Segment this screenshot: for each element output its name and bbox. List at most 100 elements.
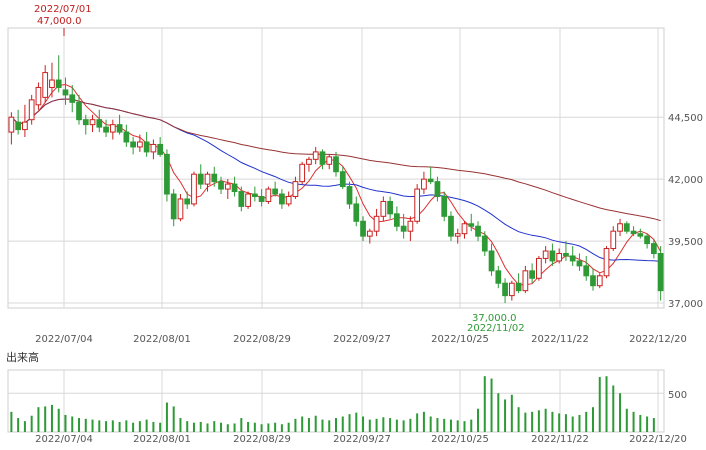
volume-bar: [497, 393, 500, 432]
candle-body: [630, 230, 637, 235]
candle-body: [400, 225, 407, 232]
volume-bar: [612, 385, 615, 432]
volume-bars: [10, 376, 655, 432]
candle-body: [279, 193, 285, 205]
volume-bar: [44, 406, 47, 432]
candle-body: [170, 193, 177, 220]
candle: [49, 62, 55, 98]
volume-bar: [328, 420, 331, 432]
volume-bar: [490, 378, 493, 432]
candle-body: [258, 195, 265, 202]
candle: [542, 246, 549, 264]
candle-body: [366, 230, 373, 237]
candle: [366, 228, 373, 244]
candle-body: [481, 235, 488, 252]
volume-label: 出来高: [6, 350, 39, 364]
volume-bar: [368, 419, 371, 432]
candle-body: [123, 131, 130, 143]
candle-body: [353, 203, 360, 222]
volume-bar: [138, 421, 141, 432]
volume-bar: [564, 414, 567, 432]
candle-body: [137, 141, 143, 148]
volume-bar: [172, 406, 175, 432]
candle: [164, 149, 170, 202]
candle: [434, 176, 441, 202]
candle: [373, 208, 380, 237]
candle: [400, 213, 407, 239]
volume-bar: [605, 376, 608, 432]
candle-body: [285, 195, 292, 205]
candle-body: [583, 265, 590, 277]
candle-body: [204, 173, 211, 185]
candle: [536, 255, 542, 281]
high-annotation: 2022/07/01 47,000.0: [34, 4, 92, 36]
candle: [150, 139, 157, 160]
candle: [231, 176, 238, 197]
volume-bar: [571, 416, 574, 432]
price-tick-label: 37,000: [668, 299, 703, 310]
volume-bar: [591, 407, 594, 432]
volume-bar: [78, 418, 81, 432]
candle: [130, 137, 136, 155]
candle: [576, 253, 583, 271]
candle: [603, 246, 610, 279]
volume-bar: [240, 418, 243, 432]
price-grid: [8, 28, 664, 308]
volume-bar: [220, 422, 223, 432]
candle: [319, 149, 326, 170]
volume-bar: [463, 421, 466, 432]
volume-bar: [247, 421, 250, 432]
volume-bar: [145, 419, 148, 432]
candle-body: [650, 243, 657, 254]
candle-body: [556, 252, 563, 262]
candle: [306, 156, 312, 172]
volume-bar: [105, 421, 108, 432]
volume-bar: [443, 418, 446, 432]
candle-body: [637, 233, 644, 237]
date-tick-label: 2022/09/27: [333, 334, 391, 345]
price-tick-label: 39,500: [668, 237, 703, 248]
candle-body: [42, 72, 49, 98]
candle-body: [245, 193, 251, 207]
candle: [55, 55, 62, 93]
candle-body: [542, 250, 549, 259]
candle-body: [130, 141, 136, 148]
volume-bar: [517, 407, 520, 432]
candle: [421, 171, 427, 195]
candle: [137, 134, 143, 152]
candle-body: [644, 235, 650, 245]
candle: [258, 189, 265, 207]
candle-body: [103, 126, 109, 133]
candle: [623, 221, 630, 234]
volume-bar: [321, 419, 324, 432]
candle-body: [55, 79, 62, 88]
high-annotation-value: 47,000.0: [37, 16, 82, 27]
candle-body: [421, 178, 427, 190]
volume-bar: [544, 408, 547, 432]
volume-date-tick-label: 2022/07/04: [35, 434, 93, 445]
candle-body: [441, 195, 448, 217]
candle-body: [306, 158, 312, 165]
candle: [15, 109, 22, 135]
candle-body: [536, 257, 542, 279]
date-tick-label: 2022/11/22: [531, 334, 589, 345]
candle-body: [272, 188, 279, 195]
candle: [407, 216, 414, 242]
volume-bar: [578, 414, 581, 432]
candle: [529, 263, 535, 284]
candle: [191, 171, 197, 207]
candle-body: [434, 181, 441, 197]
candle: [644, 233, 650, 249]
volume-date-tick-label: 2022/11/22: [531, 434, 589, 445]
candle: [393, 206, 400, 232]
candle-body: [231, 183, 238, 193]
candle-body: [596, 275, 603, 287]
candle: [637, 228, 644, 239]
price-tick-label: 44,500: [668, 113, 703, 124]
candle: [468, 213, 475, 232]
candle: [28, 94, 35, 125]
candle-body: [488, 250, 495, 272]
candle-body: [448, 215, 454, 237]
candle-body: [28, 99, 35, 121]
